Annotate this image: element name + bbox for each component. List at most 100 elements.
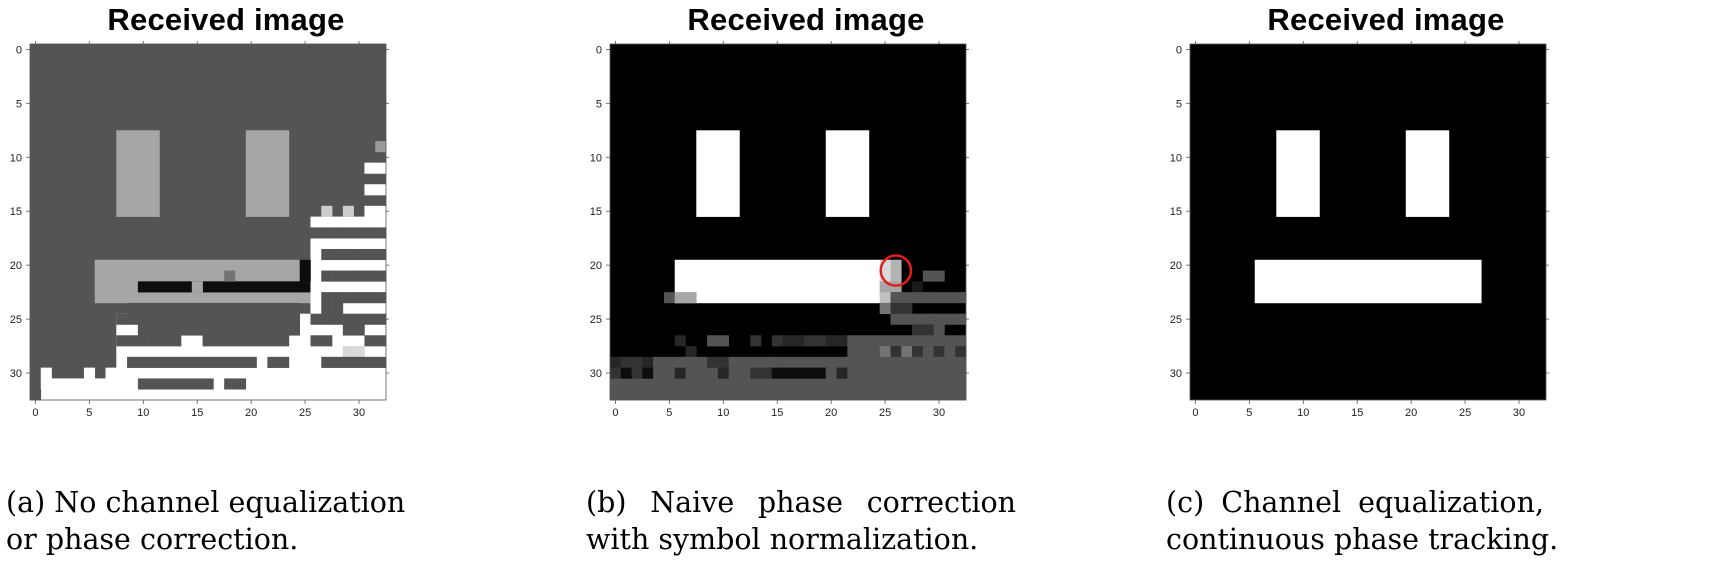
heatmap-cell bbox=[375, 292, 387, 304]
heatmap-cell bbox=[364, 205, 376, 217]
heatmap-cell bbox=[321, 205, 333, 217]
heatmap-cell bbox=[137, 378, 149, 390]
heatmap-cell bbox=[890, 367, 902, 379]
heatmap-cell bbox=[342, 248, 354, 261]
heatmap-cell bbox=[771, 356, 783, 368]
heatmap-cell bbox=[310, 227, 322, 239]
heatmap-cell bbox=[674, 356, 686, 368]
heatmap-cell bbox=[814, 356, 827, 368]
heatmap-cell bbox=[353, 227, 365, 239]
panel-c: Received image 0 5 10 15 20 25 30 0 5 10 15 20 25 30 … bbox=[1166, 0, 1606, 574]
y-tick-label: 15 bbox=[10, 206, 22, 218]
heatmap-cell bbox=[224, 356, 236, 368]
heatmap-cell bbox=[353, 248, 365, 261]
heatmap-cell bbox=[912, 335, 924, 347]
heatmap-cell bbox=[234, 335, 247, 347]
y-tick-label: 30 bbox=[10, 368, 22, 380]
y-tick-label: 25 bbox=[1170, 314, 1182, 326]
heatmap-cell bbox=[858, 367, 870, 379]
heatmap-cell bbox=[116, 335, 128, 347]
heatmap-cell bbox=[213, 302, 225, 314]
heatmap-cell bbox=[256, 324, 268, 336]
heatmap-cell bbox=[868, 356, 880, 368]
heatmap-cell bbox=[234, 302, 247, 314]
heatmap-cell bbox=[299, 270, 311, 282]
heatmap-cell bbox=[332, 313, 344, 325]
heatmap-cell bbox=[944, 313, 956, 325]
heatmap-cell bbox=[674, 292, 686, 304]
heatmap-cell bbox=[321, 227, 333, 239]
heatmap-cell bbox=[364, 292, 376, 304]
heatmap-cell bbox=[105, 367, 117, 379]
heatmap-cell bbox=[148, 356, 160, 368]
heatmap-cell bbox=[793, 367, 805, 379]
heatmap-cell bbox=[116, 313, 128, 325]
heatmap-cell bbox=[267, 356, 279, 368]
heatmap-cell bbox=[278, 356, 290, 368]
heatmap-cell bbox=[364, 313, 376, 325]
heatmap-cell bbox=[782, 335, 794, 347]
heatmap-cell bbox=[288, 313, 300, 325]
plot-frame bbox=[29, 43, 387, 401]
heatmap-cell bbox=[836, 356, 848, 368]
heatmap-region bbox=[674, 259, 880, 304]
heatmap-region bbox=[245, 130, 290, 217]
x-tick-label: 15 bbox=[1351, 407, 1363, 419]
heatmap-cell bbox=[234, 313, 247, 325]
heatmap-cell bbox=[631, 356, 643, 368]
heatmap-cell bbox=[353, 346, 365, 358]
heatmap-cell bbox=[375, 184, 387, 196]
heatmap-cell bbox=[137, 302, 149, 314]
heatmap-cell bbox=[922, 367, 934, 379]
heatmap-cell bbox=[170, 378, 182, 390]
heatmap-cell bbox=[868, 346, 880, 358]
heatmap-cell bbox=[213, 335, 225, 347]
heatmap-cell bbox=[890, 270, 902, 282]
heatmap-cell bbox=[847, 346, 859, 358]
y-tick-label: 20 bbox=[10, 260, 22, 272]
heatmap-cell bbox=[653, 367, 665, 379]
heatmap-cell bbox=[879, 335, 891, 347]
heatmap-cell bbox=[51, 378, 63, 390]
heatmap-cell bbox=[879, 259, 891, 271]
heatmap-cell bbox=[170, 335, 182, 347]
heatmap-cell bbox=[181, 302, 193, 314]
x-tick-label: 10 bbox=[1297, 407, 1309, 419]
x-tick-label: 15 bbox=[771, 407, 783, 419]
heatmap-cell bbox=[847, 367, 859, 379]
heatmap-cell bbox=[364, 335, 376, 347]
heatmap-cell bbox=[353, 292, 365, 304]
heatmap-cell bbox=[663, 356, 676, 368]
caption-line: with symbol normalization. bbox=[586, 523, 979, 556]
heatmap-cell bbox=[879, 367, 891, 379]
heatmap-cell bbox=[342, 292, 354, 304]
heatmap-cell bbox=[707, 335, 719, 347]
heatmap-cell bbox=[901, 302, 913, 314]
caption-line: (b) Naive phase correction bbox=[586, 486, 1016, 519]
heatmap-cell bbox=[267, 313, 279, 325]
heatmap-cell bbox=[332, 356, 344, 368]
heatmap-cell bbox=[922, 335, 934, 347]
heatmap-cell bbox=[321, 335, 333, 347]
heatmap-cell bbox=[771, 367, 783, 379]
heatmap-cell bbox=[868, 367, 880, 379]
heatmap-cell bbox=[256, 302, 268, 314]
heatmap-cell bbox=[148, 335, 160, 347]
heatmap-cell bbox=[782, 367, 794, 379]
heatmap-cell bbox=[159, 313, 171, 325]
heatmap-cell bbox=[191, 281, 203, 293]
heatmap-cell bbox=[364, 227, 376, 239]
plot-frame bbox=[1189, 43, 1547, 401]
heatmap-cell bbox=[321, 302, 333, 314]
heatmap-cell bbox=[890, 302, 902, 314]
heatmap-cell bbox=[288, 324, 300, 336]
heatmap-cell bbox=[901, 335, 913, 347]
heatmap-cell bbox=[191, 313, 203, 325]
heatmap-cell bbox=[901, 346, 913, 358]
heatmap-cell bbox=[288, 302, 300, 314]
y-tick-label: 0 bbox=[1176, 44, 1182, 56]
heatmap-cell bbox=[685, 367, 697, 379]
heatmap-cell bbox=[750, 367, 762, 379]
heatmap-cell bbox=[234, 378, 247, 390]
heatmap-cell bbox=[137, 313, 149, 325]
